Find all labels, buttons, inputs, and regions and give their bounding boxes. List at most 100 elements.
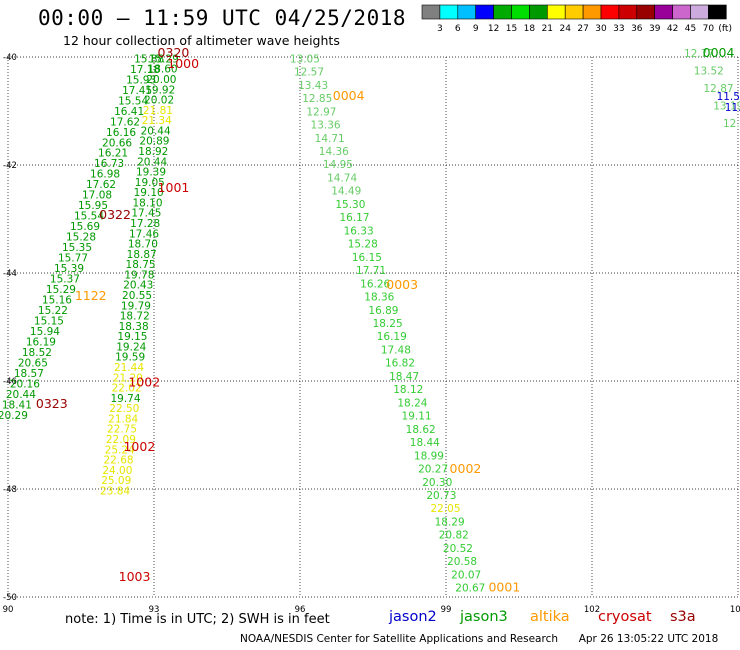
wave-height-value: 16.98	[90, 169, 120, 181]
wave-height-value: 14.95	[323, 159, 353, 171]
wave-height-value: 16.19	[26, 336, 56, 348]
wave-height-value: 15.88	[134, 53, 164, 65]
wave-height-value: 12.77	[684, 48, 714, 60]
wave-height-value: 19.78	[124, 269, 154, 281]
wave-height-value: 18.72	[120, 311, 150, 323]
colorbar-swatch	[708, 4, 727, 20]
wave-height-value: 23.84	[100, 485, 130, 497]
wave-height-value: 19.74	[110, 393, 140, 405]
wave-height-value: 25.24	[105, 444, 135, 456]
wave-height-value: 17.08	[82, 190, 112, 202]
wave-height-value: 13.05	[290, 53, 320, 65]
wave-height-value: 15.69	[70, 221, 100, 233]
wave-height-value: 18.12	[393, 384, 423, 396]
wave-height-value: 18.25	[373, 318, 403, 330]
wave-height-value: 17.62	[86, 179, 116, 191]
wave-height-value: 18.62	[406, 424, 436, 436]
time-label: 1000	[167, 56, 199, 71]
color-scale-bar: 3 6 9 12 15 18 21 24 27 30 33 36 39 42 45 70 (ft)	[421, 4, 732, 34]
wave-height-value: 12.85	[302, 93, 332, 105]
wave-height-value: 16.17	[339, 212, 369, 224]
wave-height-value: 18.52	[22, 347, 52, 359]
wave-height-value: 17.28	[130, 218, 160, 230]
wave-height-value: 18.57	[14, 368, 44, 380]
wave-height-value: 19.11	[402, 411, 432, 423]
colorbar-label: 27	[577, 24, 588, 34]
footer-credit-text: NOAA/NESDIS Center for Satellite Applica…	[240, 633, 558, 645]
wave-height-value: 18.75	[126, 259, 156, 271]
wave-height-value: 20.29	[0, 410, 28, 422]
wave-height-value: 12.87	[704, 83, 734, 95]
wave-height-value: 20.82	[439, 530, 469, 542]
wave-height-value: 16.73	[94, 158, 124, 170]
wave-height-value: 15.54	[74, 211, 104, 223]
wave-height-value: 20.43	[123, 280, 153, 292]
legend-item-jason3: jason3	[460, 609, 508, 625]
x-tick-label: 90	[3, 605, 14, 615]
wave-height-value: 20.52	[443, 543, 473, 555]
y-tick-label: -40	[3, 53, 17, 63]
time-label: 0001	[488, 580, 520, 595]
wave-height-value: 18.38	[119, 321, 149, 333]
wave-height-value: 21.20	[113, 372, 143, 384]
wave-height-value: 22.09	[106, 434, 136, 446]
wave-height-value: 22.50	[109, 403, 139, 415]
colorbar-label: 6	[455, 24, 461, 34]
time-label: 0320	[158, 45, 190, 60]
wave-height-value: 21.84	[108, 413, 138, 425]
x-tick-label: 99	[441, 605, 452, 615]
wave-height-value: 21.44	[114, 362, 144, 374]
wave-height-value: 20.65	[18, 357, 48, 369]
wave-height-value: 18.92	[138, 146, 168, 158]
colorbar-label: 33	[613, 24, 624, 34]
wave-height-value: 19.24	[116, 341, 146, 353]
wave-height-value: 20.30	[422, 477, 452, 489]
wave-height-value: 15.35	[62, 242, 92, 254]
wave-height-value: 24.00	[102, 465, 132, 477]
wave-height-value: 18.29	[435, 516, 465, 528]
wave-height-value: 20.44	[137, 156, 167, 168]
wave-height-value: 22.75	[107, 424, 137, 436]
wave-height-value: 20.67	[455, 583, 485, 595]
footer-credit: NOAA/NESDIS Center for Satellite Applica…	[240, 633, 718, 645]
legend-item-s3a: s3a	[670, 609, 696, 625]
wave-height-value: 18.44	[410, 437, 440, 449]
wave-height-value: 17.45	[122, 85, 152, 97]
y-tick-label: -44	[3, 269, 17, 279]
wave-height-value: 18.36	[364, 292, 394, 304]
wave-height-value: 12.57	[294, 67, 324, 79]
time-label: 0323	[36, 396, 68, 411]
wave-height-value: 16.33	[344, 225, 374, 237]
wave-height-value: 20.00	[146, 74, 176, 86]
footer-timestamp: Apr 26 13:05:22 UTC 2018	[578, 633, 719, 645]
time-label: 1002	[123, 439, 155, 454]
colorbar-label: 12	[488, 24, 499, 34]
wave-height-value: 18.47	[389, 371, 419, 383]
wave-height-value: 14.71	[315, 133, 345, 145]
time-label: 1002	[128, 374, 160, 389]
wave-height-value: 14.49	[331, 186, 361, 198]
wave-height-value: 15.77	[58, 253, 88, 265]
wave-height-value: 15.39	[54, 263, 84, 275]
wave-height-plot: 90 93 96 99 102 105 -40 -42 -44 -46 -48 -50 13.05 12.…	[0, 45, 740, 615]
wave-height-value: 25.09	[101, 475, 131, 487]
wave-height-value: 22.02	[112, 383, 142, 395]
wave-height-value: 15.16	[42, 294, 72, 306]
wave-height-value: 16.21	[98, 148, 128, 160]
wave-height-value: 19.05	[135, 177, 165, 189]
wave-height-value: 13.43	[298, 80, 328, 92]
wave-height-value: 15.54	[118, 95, 148, 107]
wave-height-value: 15.15	[34, 315, 64, 327]
wave-height-value: 20.44	[141, 125, 171, 137]
colorbar-label: 39	[649, 24, 661, 34]
wave-height-value: 19.92	[145, 84, 175, 96]
x-tick-label: 96	[295, 605, 306, 615]
wave-height-value: 16.82	[385, 358, 415, 370]
wave-height-value: 16.41	[114, 106, 144, 118]
colorbar-label: 30	[595, 24, 607, 34]
colorbar-label: 21	[542, 24, 553, 34]
wave-height-value: 20.89	[139, 136, 169, 148]
wave-height-value: 17.18	[130, 64, 160, 76]
wave-height-value: 15.94	[30, 326, 60, 338]
wave-height-value: 15.30	[335, 199, 365, 211]
